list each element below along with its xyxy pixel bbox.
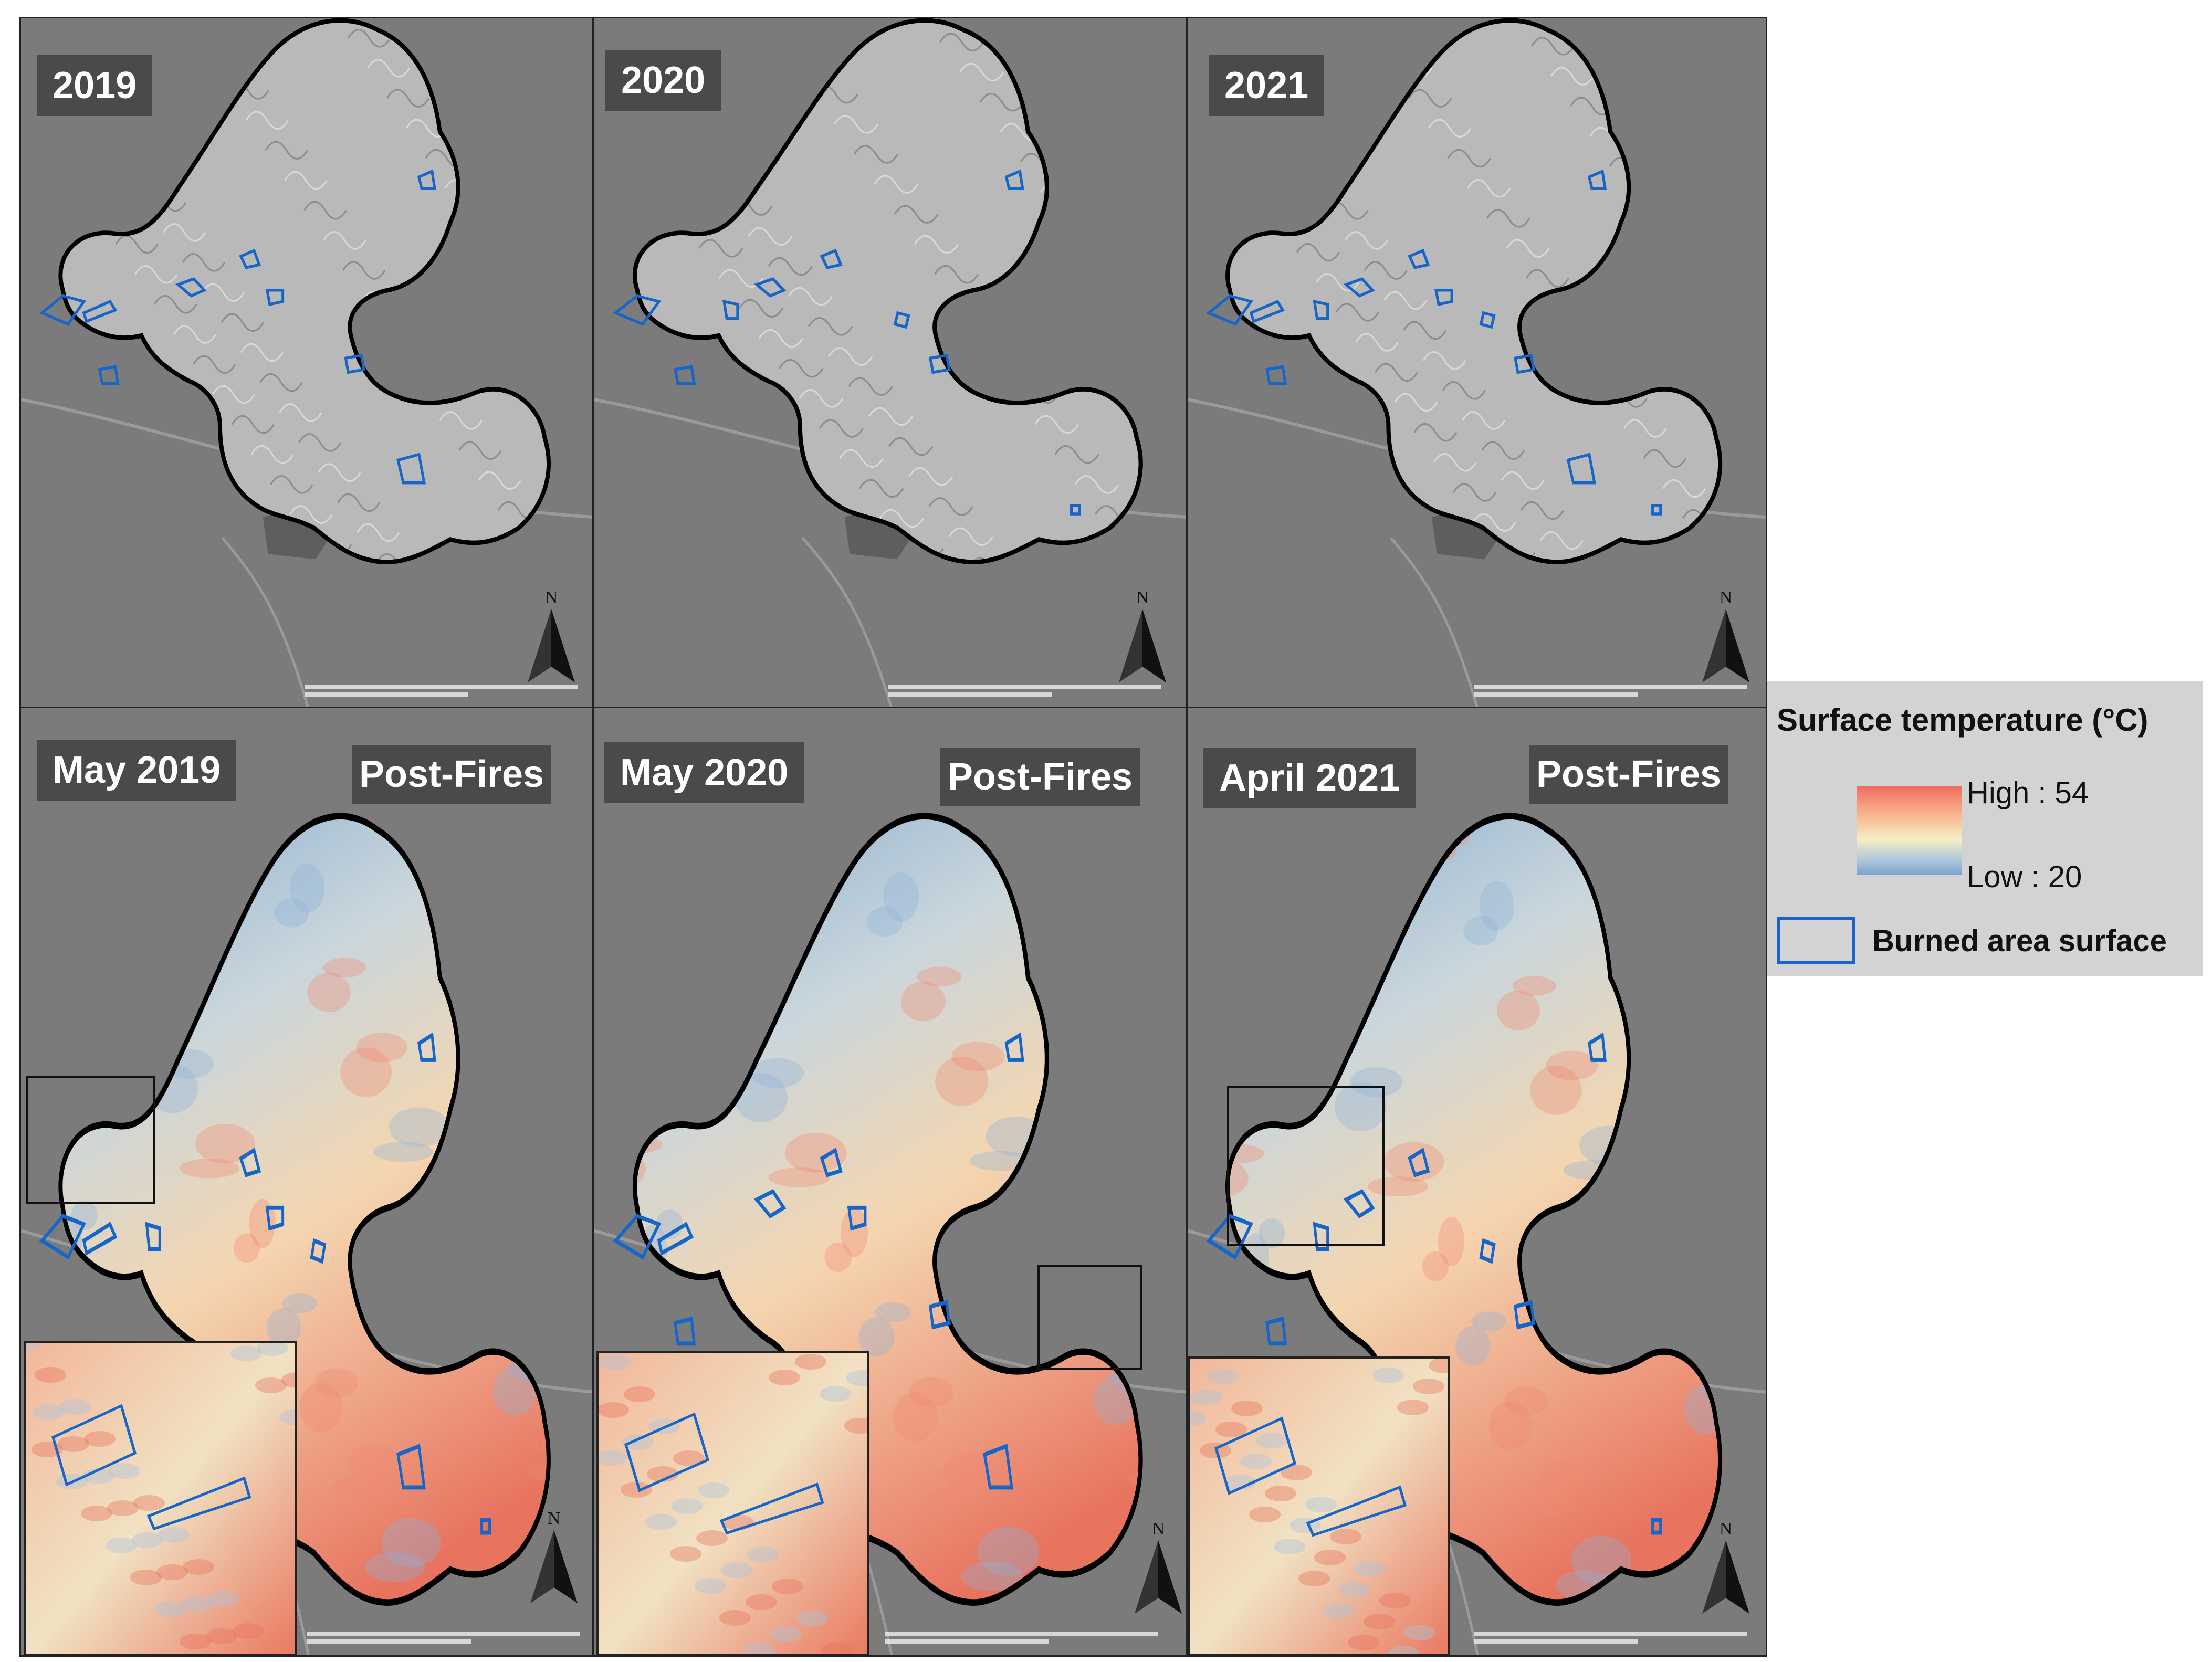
- post-fires-badge: Post-Fires: [1529, 745, 1729, 804]
- map-panel-april-2021: April 2021 Post-Fires N: [1186, 707, 1767, 1657]
- north-arrow-icon: N: [1135, 1519, 1182, 1619]
- zoom-inset: [24, 1341, 297, 1655]
- north-arrow-icon: N: [528, 588, 575, 688]
- attribution-text: [305, 685, 578, 704]
- burned-area-swatch: [1777, 917, 1855, 964]
- map-panel-2020: 2020 N: [592, 17, 1189, 710]
- post-fires-badge: Post-Fires: [940, 748, 1140, 806]
- legend: Surface temperature (°C) High : 54 Low :…: [1767, 681, 2203, 976]
- year-label: 2019: [37, 55, 153, 116]
- period-label: April 2021: [1203, 748, 1416, 808]
- attribution-text: [1474, 685, 1747, 704]
- map-panel-2021: 2021 N: [1186, 17, 1767, 710]
- post-fires-badge: Post-Fires: [352, 745, 552, 804]
- hillshade-map: [1188, 18, 1766, 708]
- north-arrow-icon: N: [1702, 588, 1749, 688]
- legend-low-label: Low : 20: [1967, 860, 2082, 894]
- attribution-text: [885, 1632, 1158, 1651]
- period-label: May 2020: [604, 742, 804, 803]
- legend-title: Surface temperature (°C): [1777, 702, 2148, 738]
- zoom-extent-box: [26, 1076, 155, 1204]
- attribution-text: [307, 1632, 580, 1651]
- north-arrow-icon: N: [1119, 588, 1166, 688]
- year-label: 2020: [605, 50, 721, 111]
- zoom-extent-box: [1037, 1265, 1142, 1370]
- zoom-inset: [596, 1351, 869, 1655]
- north-arrow-icon: N: [530, 1509, 578, 1608]
- color-ramp: [1857, 786, 1962, 875]
- map-panel-may-2019: May 2019 Post-Fires N: [19, 707, 595, 1657]
- attribution-text: [888, 685, 1161, 704]
- legend-high-label: High : 54: [1967, 776, 2089, 810]
- zoom-extent-box: [1227, 1086, 1385, 1246]
- map-panel-2019: 2019 N: [19, 17, 595, 710]
- north-arrow-icon: N: [1702, 1519, 1749, 1619]
- map-panel-may-2020: May 2020 Post-Fires N: [592, 707, 1189, 1657]
- zoom-inset: [1188, 1356, 1450, 1655]
- legend-burned-label: Burned area surface: [1872, 924, 2167, 958]
- period-label: May 2019: [37, 740, 237, 801]
- attribution-text: [1474, 1632, 1747, 1651]
- year-label: 2021: [1209, 55, 1325, 116]
- hillshade-map: [21, 18, 594, 708]
- hillshade-map: [594, 18, 1188, 708]
